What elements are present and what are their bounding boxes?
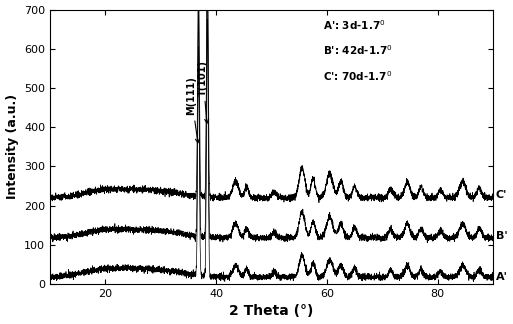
Text: B': B' xyxy=(496,231,507,241)
Text: A': A' xyxy=(496,272,508,282)
Text: T(101): T(101) xyxy=(198,60,209,123)
X-axis label: 2 Theta (°): 2 Theta (°) xyxy=(229,305,314,318)
Text: A': 3d-1.7$^0$
B': 42d-1.7$^0$
C': 70d-1.7$^0$: A': 3d-1.7$^0$ B': 42d-1.7$^0$ C': 70d-1… xyxy=(323,18,392,83)
Y-axis label: Intensity (a.u.): Intensity (a.u.) xyxy=(6,94,18,199)
Text: M(111): M(111) xyxy=(186,76,200,143)
Text: C': C' xyxy=(496,190,507,200)
